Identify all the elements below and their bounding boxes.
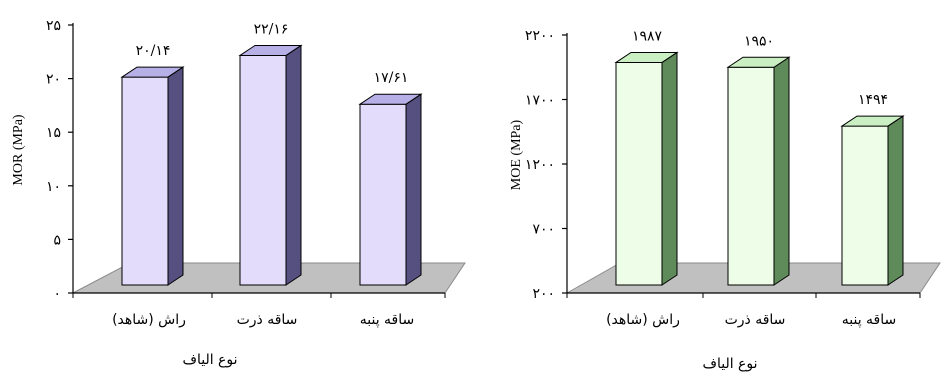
bar-top (840, 115, 905, 127)
category-label: راش (شاهد) (606, 312, 680, 328)
x-axis-title: نوع الیاف (182, 352, 237, 368)
data-label: ۲۲/۱۶ (254, 21, 289, 37)
y-axis-title: MOE (MPa) (509, 119, 524, 190)
x-axis-title: نوع الیاف (702, 356, 757, 372)
category-label: ساقه پنبه (360, 312, 415, 328)
bar-top (358, 93, 423, 105)
bar-front (121, 76, 169, 286)
y-tick-label: ۱۲۰۰ (525, 157, 555, 173)
mor-chart: ۰ ۵ ۱۰ ۱۵ ۲۰ ۲۵ ۲۰/۱۴ راش (شاهد) ۲۲/۱۶ ساقه ذرت ۱۷… (11, 18, 466, 368)
bar-front (615, 61, 663, 286)
bar-side (167, 66, 184, 286)
category-label: راش (شاهد) (112, 312, 186, 328)
moe-chart: ۲۰۰ ۷۰۰ ۱۲۰۰ ۱۷۰۰ ۲۲۰۰ ۱۹۸۷ راش (شاهد) ۱۹۵۰ ساقه… (509, 28, 941, 372)
bar-front (727, 66, 775, 286)
data-label: ۱۹۵۰ (744, 33, 774, 49)
bar-side (405, 93, 422, 286)
bar-front (841, 125, 889, 286)
y-tick-label: ۲۲۰۰ (525, 28, 555, 44)
bar-top (120, 66, 185, 78)
bar-top (726, 56, 791, 68)
category-label: ساقه ذرت (725, 312, 786, 328)
data-label: ۱۴۹۴ (858, 92, 888, 108)
data-label: ۲۰/۱۴ (136, 43, 171, 59)
y-tick-label: ۵ (53, 232, 61, 248)
bar-side (661, 51, 678, 286)
y-tick-label: ۱۰ (46, 179, 61, 195)
y-tick-label: ۲۵ (46, 18, 61, 34)
y-tick-label: ۱۷۰۰ (525, 93, 555, 109)
y-tick-label: ۲۰۰ (532, 286, 555, 302)
bar-front (359, 103, 407, 286)
bar-top (238, 44, 303, 56)
data-label: ۱۷/۶۱ (374, 70, 409, 86)
data-label: ۱۹۸۷ (632, 28, 663, 44)
y-axis-title: MOR (MPa) (11, 114, 26, 186)
bar-top (614, 51, 679, 63)
bar-side (285, 44, 302, 286)
bar-side (887, 115, 904, 286)
bar-side (773, 56, 790, 286)
category-label: ساقه ذرت (237, 312, 298, 328)
bar-front (239, 54, 287, 286)
y-tick-label: ۰ (53, 286, 61, 302)
y-tick-label: ۷۰۰ (532, 222, 555, 238)
y-tick-label: ۲۰ (46, 72, 61, 88)
y-tick-label: ۱۵ (46, 125, 61, 141)
category-label: ساقه پنبه (842, 312, 897, 328)
